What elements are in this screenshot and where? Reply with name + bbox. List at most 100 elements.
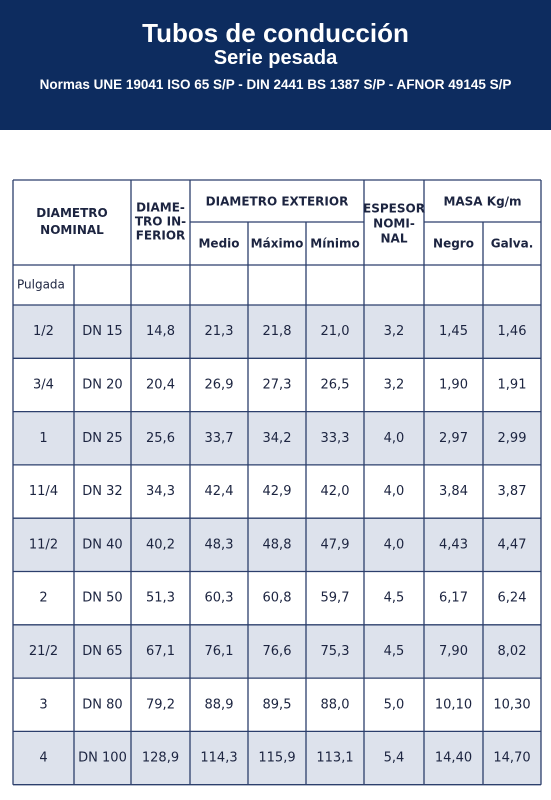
cell: 42,9	[263, 484, 292, 499]
cell: 2,99	[498, 431, 527, 446]
cell: DN 50	[82, 591, 122, 606]
title: Tubos de conducción	[142, 18, 409, 48]
cell: 59,7	[321, 591, 350, 606]
header-cell: NOMI-	[373, 217, 415, 231]
cell: 75,3	[321, 644, 350, 659]
header-cell: FERIOR	[136, 229, 186, 243]
cell: 128,9	[142, 751, 179, 766]
cell: 88,0	[321, 697, 350, 712]
header-cell: Medio	[198, 237, 239, 251]
cell: 11/4	[29, 484, 58, 499]
cell: 27,3	[263, 377, 292, 392]
cell: DN 65	[82, 644, 122, 659]
cell: 89,5	[263, 697, 292, 712]
cell: DN 15	[82, 324, 122, 339]
cell: 4	[39, 751, 47, 766]
cell: 33,3	[321, 431, 350, 446]
cell: 6,24	[498, 591, 527, 606]
header-cell: DIAMETRO	[36, 206, 107, 220]
cell: 20,4	[146, 377, 175, 392]
header-band: Tubos de conducción Serie pesada Normas …	[0, 0, 551, 130]
cell: 3,2	[384, 324, 405, 339]
cell: 5,4	[384, 751, 405, 766]
cell: 1/2	[33, 324, 54, 339]
cell: 1,45	[439, 324, 468, 339]
cell: 67,1	[146, 644, 175, 659]
cell: 6,17	[439, 591, 468, 606]
cell: 21/2	[29, 644, 58, 659]
cell: 34,3	[146, 484, 175, 499]
cell: 1,46	[498, 324, 527, 339]
cell: DN 80	[82, 697, 122, 712]
cell: 14,40	[435, 751, 472, 766]
cell: 4,5	[384, 591, 405, 606]
cell: 14,8	[146, 324, 175, 339]
header-cell: Máximo	[251, 237, 304, 251]
cell: 51,3	[146, 591, 175, 606]
cell: 7,90	[439, 644, 468, 659]
header-cell: MASA Kg/m	[443, 195, 521, 209]
cell: 3,84	[439, 484, 468, 499]
cell: 10,30	[493, 697, 530, 712]
row-shade	[13, 518, 541, 572]
cell: 21,8	[263, 324, 292, 339]
cell: 11/2	[29, 537, 58, 552]
cell: 48,8	[263, 537, 292, 552]
header-cell: Galva.	[491, 237, 534, 251]
cell: DN 25	[82, 431, 122, 446]
cell: 14,70	[493, 751, 530, 766]
cell: 21,3	[205, 324, 234, 339]
cell: 8,02	[498, 644, 527, 659]
cell: 25,6	[146, 431, 175, 446]
cell: 48,3	[205, 537, 234, 552]
header-cell: DIAME-	[136, 201, 185, 215]
cell: 1,91	[498, 377, 527, 392]
row-shade	[13, 731, 541, 785]
cell: 76,1	[205, 644, 234, 659]
row-shade	[13, 624, 541, 679]
cell: 1	[39, 431, 47, 446]
cell: 2	[39, 591, 47, 606]
header-cell: Negro	[433, 237, 474, 251]
cell: 2,97	[439, 431, 468, 446]
cell: 3,2	[384, 377, 405, 392]
row-shade	[13, 411, 541, 465]
cell: 88,9	[205, 697, 234, 712]
cell: 26,5	[321, 377, 350, 392]
cell: 26,9	[205, 377, 234, 392]
subtitle: Serie pesada	[213, 47, 338, 69]
cell: 10,10	[435, 697, 472, 712]
cell: 60,8	[263, 591, 292, 606]
unit-row: Pulgada	[17, 278, 65, 292]
cell: DN 32	[82, 484, 122, 499]
header-cell: NOMINAL	[40, 223, 104, 237]
cell: 4,0	[384, 484, 405, 499]
cell: 114,3	[200, 751, 237, 766]
cell: 21,0	[321, 324, 350, 339]
cell: 113,1	[316, 751, 353, 766]
header-cell: DIAMETRO EXTERIOR	[206, 195, 349, 209]
cell: 47,9	[321, 537, 350, 552]
header-cell: TRO IN-	[135, 215, 186, 229]
cell: 76,6	[263, 644, 292, 659]
cell: DN 40	[82, 537, 122, 552]
cell: 60,3	[205, 591, 234, 606]
cell: 3,87	[498, 484, 527, 499]
cell: 34,2	[263, 431, 292, 446]
cell: 3/4	[33, 377, 54, 392]
cell: 33,7	[205, 431, 234, 446]
cell: DN 100	[78, 751, 127, 766]
header-cell: Mínimo	[310, 237, 359, 251]
cell: 4,5	[384, 644, 405, 659]
row-shade	[13, 305, 541, 359]
cell: 4,0	[384, 537, 405, 552]
cell: 1,90	[439, 377, 468, 392]
cell: 79,2	[146, 697, 175, 712]
cell: 5,0	[384, 697, 405, 712]
cell: 4,0	[384, 431, 405, 446]
cell: DN 20	[82, 377, 122, 392]
cell: 4,43	[439, 537, 468, 552]
cell: 3	[39, 697, 47, 712]
